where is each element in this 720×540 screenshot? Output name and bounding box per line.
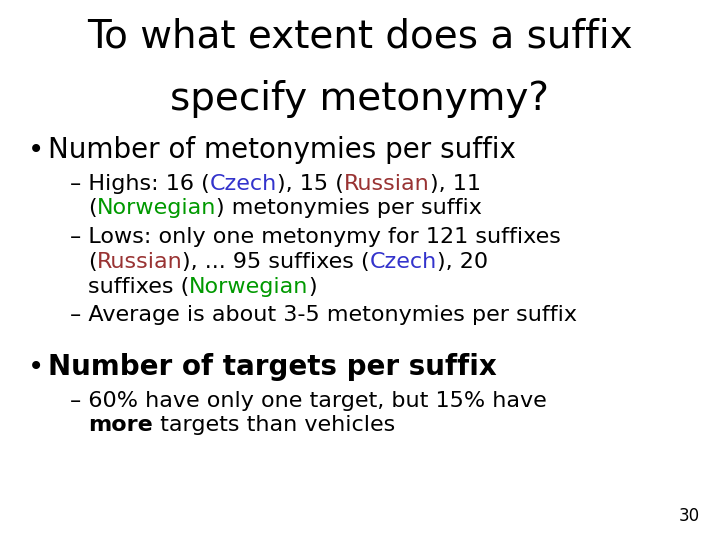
Text: Czech: Czech [370,252,437,272]
Text: •: • [28,136,44,164]
Text: ) metonymies per suffix: ) metonymies per suffix [216,198,482,218]
Text: •: • [28,353,44,381]
Text: Russian: Russian [96,252,182,272]
Text: ), 20: ), 20 [437,252,488,272]
Text: ), 11: ), 11 [430,173,481,194]
Text: Number of targets per suffix: Number of targets per suffix [48,353,497,381]
Text: Russian: Russian [344,173,430,194]
Text: ), ... 95 suffixes (: ), ... 95 suffixes ( [182,252,370,272]
Text: To what extent does a suffix: To what extent does a suffix [87,18,633,56]
Text: – 60% have only one target, but 15% have: – 60% have only one target, but 15% have [70,390,546,410]
Text: (: ( [88,252,96,272]
Text: ): ) [309,276,318,296]
Text: more: more [88,415,153,435]
Text: Norwegian: Norwegian [189,276,309,296]
Text: Czech: Czech [210,173,277,194]
Text: – Lows: only one metonymy for 121 suffixes: – Lows: only one metonymy for 121 suffix… [70,227,561,247]
Text: – Highs: 16 (: – Highs: 16 ( [70,173,210,194]
Text: Number of metonymies per suffix: Number of metonymies per suffix [48,136,516,164]
Text: ), 15 (: ), 15 ( [277,173,344,194]
Text: – Average is about 3-5 metonymies per suffix: – Average is about 3-5 metonymies per su… [70,305,577,325]
Text: 30: 30 [679,507,700,525]
Text: (: ( [88,198,96,218]
Text: targets than vehicles: targets than vehicles [153,415,395,435]
Text: specify metonymy?: specify metonymy? [171,79,549,118]
Text: Norwegian: Norwegian [96,198,216,218]
Text: suffixes (: suffixes ( [88,276,189,296]
